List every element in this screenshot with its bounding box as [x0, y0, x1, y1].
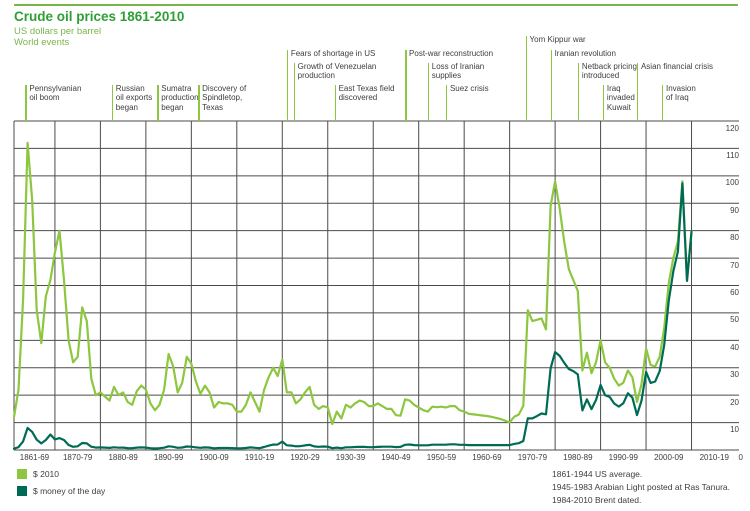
y-tick-label: 80 [730, 233, 739, 243]
event-tick-line [286, 50, 289, 121]
y-tick-label: 110 [726, 150, 739, 160]
event-tick-line [427, 63, 430, 121]
event-label: Post-war reconstruction [409, 48, 494, 58]
series-line-money-of-day [12, 182, 693, 450]
x-tick-label: 1960-69 [472, 452, 502, 462]
x-tick-label: 1950-59 [426, 452, 457, 462]
x-tick-label: 1970-79 [517, 452, 548, 462]
event-tick-line [293, 63, 296, 121]
y-tick-label: 70 [730, 260, 739, 270]
event-tick-line [157, 85, 159, 121]
event-tick-line [577, 63, 580, 121]
y-tick-label: 60 [730, 288, 739, 297]
event-label: Sumatra production began [161, 83, 199, 112]
y-tick-label: 10 [730, 425, 739, 435]
y-tick-label: 20 [730, 397, 739, 407]
x-tick-label: 1990-99 [608, 452, 638, 462]
chart-subtitle-world-events: World events [14, 37, 70, 48]
event-label: East Texas field discovered [338, 83, 395, 103]
event-tick-line [111, 85, 114, 121]
legend-swatch-2010-dollars [17, 469, 27, 479]
x-tick-label: 1900-09 [199, 452, 229, 462]
y-tick-label: 100 [725, 178, 739, 188]
event-label: Suez crisis [449, 83, 489, 93]
x-tick-label: 1861-69 [19, 452, 50, 462]
event-label: Iranian revolution [554, 48, 616, 58]
event-tick-line [445, 85, 448, 121]
event-label: Fears of shortage in US [290, 48, 376, 58]
event-label: Iraq invaded Kuwait [606, 83, 635, 112]
event-tick-line [334, 85, 337, 121]
x-tick-label: 2000-09 [654, 452, 684, 462]
legend-label-money-of-day: $ money of the day [33, 486, 106, 496]
footnote-arabian-light: 1945-1983 Arabian Light posted at Ras Ta… [552, 482, 731, 492]
event-tick-line [602, 85, 605, 121]
page-title: Crude oil prices 1861-2010 [14, 9, 185, 24]
y-tick-label: 50 [730, 315, 739, 325]
x-tick-label: 1880-89 [108, 452, 138, 462]
event-label: Invasion of Iraq [665, 83, 696, 103]
y-tick-label: 30 [730, 370, 739, 380]
event-label: Yom Kippur war [529, 34, 586, 44]
event-tick-line [25, 85, 27, 121]
event-label: Asian financial crisis [640, 61, 713, 71]
legend-swatch-money-of-day [17, 486, 27, 496]
x-tick-label: 1930-39 [335, 452, 366, 462]
event-label: Pennsylvanian oil boom [29, 83, 82, 103]
footnote-brent: 1984-2010 Brent dated. [552, 495, 642, 505]
x-tick-label: 1920-29 [290, 452, 320, 462]
y-tick-label: 120 [725, 123, 739, 133]
x-tick-label: 1910-19 [244, 452, 275, 462]
x-tick-label: 1890-99 [153, 452, 184, 462]
event-tick-line [636, 63, 639, 121]
y-axis-zero-label: 0 [738, 452, 743, 462]
chart-subtitle-units: US dollars per barrel [14, 25, 102, 37]
x-tick-label: 1980-89 [563, 452, 593, 462]
x-tick-label: 1870-79 [62, 452, 93, 462]
series-line-2010-dollars [12, 141, 693, 426]
event-label: Loss of Iranian supplies [431, 61, 485, 81]
event-label: Growth of Venezuelan production [297, 61, 377, 81]
y-tick-label: 40 [730, 342, 739, 352]
y-tick-label: 90 [730, 205, 739, 215]
footnote-us-average: 1861-1944 US average. [552, 469, 643, 479]
event-tick-line [198, 85, 200, 121]
event-label: Russian oil exports began [115, 83, 153, 112]
event-tick-line [550, 50, 553, 121]
event-label: Netback pricing introduced [581, 61, 637, 81]
x-tick-label: 1940-49 [381, 452, 411, 462]
event-tick-line [525, 36, 528, 121]
event-tick-line [661, 85, 664, 121]
event-label: Discovery of Spindletop, Texas [202, 83, 247, 112]
x-tick-label: 2010-19 [699, 452, 729, 462]
legend-label-2010-dollars: $ 2010 [33, 469, 59, 479]
event-tick-line [405, 50, 407, 121]
top-rule [14, 4, 738, 6]
